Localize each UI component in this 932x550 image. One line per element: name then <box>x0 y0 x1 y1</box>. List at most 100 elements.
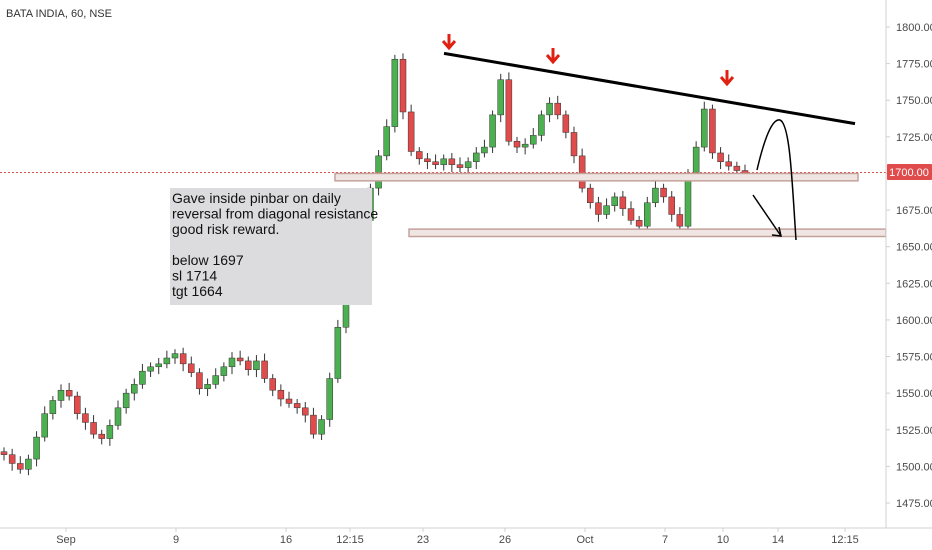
annotation-line: sl 1714 <box>172 268 217 284</box>
candle-body <box>326 378 333 420</box>
time-tick-label: Oct <box>576 534 593 546</box>
candle-body <box>676 214 684 227</box>
time-tick-label: 12:15 <box>336 534 364 546</box>
candle-body <box>546 102 553 116</box>
candle-body <box>90 422 97 435</box>
time-tick-label: 12:15 <box>831 534 859 546</box>
candle-body <box>334 326 342 379</box>
candle-body <box>448 158 456 165</box>
candle-body <box>611 196 618 206</box>
annotation-background <box>170 188 372 305</box>
candle-body <box>505 79 513 142</box>
candle-body <box>155 363 162 368</box>
price-tick-label: 1500.00 <box>896 461 932 473</box>
candle-body <box>302 407 309 416</box>
candle-body <box>424 158 431 162</box>
candle-body <box>652 187 659 204</box>
time-tick-label: 14 <box>772 534 784 546</box>
candle-body <box>293 403 301 409</box>
red-arrow-head <box>719 76 735 87</box>
red-arrow-head <box>545 54 561 65</box>
projected-arrow-head <box>771 226 782 237</box>
candle-body <box>171 353 179 359</box>
candle-body <box>660 187 667 198</box>
diagonal-resistance-trendline <box>443 51 856 126</box>
candle-body <box>709 108 716 154</box>
candles-layer <box>0 53 749 476</box>
candle-body <box>627 208 635 221</box>
candle-body <box>82 413 89 423</box>
last-price-value: 1700.00 <box>889 167 929 179</box>
price-tick-label: 1475.00 <box>896 498 932 510</box>
price-tick-label: 1575.00 <box>896 352 932 364</box>
candle-body <box>204 384 211 390</box>
candle-body <box>391 58 399 127</box>
candle-body <box>261 360 268 379</box>
candle-body <box>285 398 293 404</box>
candle-body <box>489 114 496 148</box>
candle-body <box>41 413 48 438</box>
time-axis-panel[interactable] <box>0 528 932 550</box>
time-tick-label: 10 <box>717 534 729 546</box>
candle-body <box>253 360 260 370</box>
annotation-line: good risk reward. <box>172 221 279 237</box>
time-tick-label: 16 <box>280 534 292 546</box>
candle-body <box>570 132 578 157</box>
candle-body <box>432 161 439 165</box>
candle-body <box>538 114 545 136</box>
candle-body <box>8 454 16 464</box>
candle-body <box>587 187 594 204</box>
candle-body <box>139 370 146 385</box>
candle-body <box>513 140 521 148</box>
price-tick-label: 1800.00 <box>896 22 932 34</box>
candle-body <box>668 196 675 215</box>
price-tick-label: 1675.00 <box>896 205 932 217</box>
time-tick-label: 9 <box>173 534 179 546</box>
projected-move-drawing <box>756 119 797 241</box>
annotation-line: reversal from diagonal resistance <box>172 206 378 222</box>
symbol-title: BATA INDIA, 60, NSE <box>6 8 112 20</box>
candle-body <box>245 360 252 370</box>
annotation-line: below 1697 <box>172 252 244 268</box>
red-arrow-markers <box>441 34 735 87</box>
candle-body <box>220 366 228 376</box>
candle-body <box>65 389 73 397</box>
candle-body <box>554 102 561 116</box>
candle-body <box>17 463 24 470</box>
time-tick-label: 7 <box>662 534 668 546</box>
candle-body <box>416 151 423 160</box>
candle-body <box>236 357 244 362</box>
candle-body <box>25 458 32 470</box>
price-axis-panel[interactable] <box>886 0 932 528</box>
annotation-text: Gave inside pinbar on daily reversal from… <box>172 190 378 299</box>
candle-body <box>114 407 122 426</box>
support-resistance-zone-upper <box>334 172 859 182</box>
annotation-line: Gave inside pinbar on daily <box>172 190 341 206</box>
price-tick-label: 1725.00 <box>896 132 932 144</box>
candle-body <box>57 389 65 401</box>
candle-body <box>733 165 741 171</box>
candle-body <box>595 202 602 215</box>
price-tick-label: 1650.00 <box>896 242 932 254</box>
candle-body <box>212 375 219 385</box>
candle-body <box>188 363 195 373</box>
candle-body <box>635 220 643 227</box>
candle-body <box>481 146 488 154</box>
candle-body <box>277 389 285 400</box>
candle-body <box>122 392 130 409</box>
candle-body <box>106 425 114 439</box>
time-tick-label: 26 <box>499 534 511 546</box>
candle-body <box>49 400 57 414</box>
price-tick-label: 1750.00 <box>896 95 932 107</box>
price-tick-label: 1775.00 <box>896 59 932 71</box>
candle-body <box>399 58 407 113</box>
candle-body <box>163 357 171 365</box>
candle-body <box>407 111 415 152</box>
candle-body <box>619 196 627 209</box>
candle-body <box>131 384 138 394</box>
candle-body <box>603 205 610 215</box>
candle-body <box>530 135 537 145</box>
annotation-note[interactable]: Gave inside pinbar on daily reversal from… <box>170 188 378 305</box>
candle-body <box>692 146 700 174</box>
